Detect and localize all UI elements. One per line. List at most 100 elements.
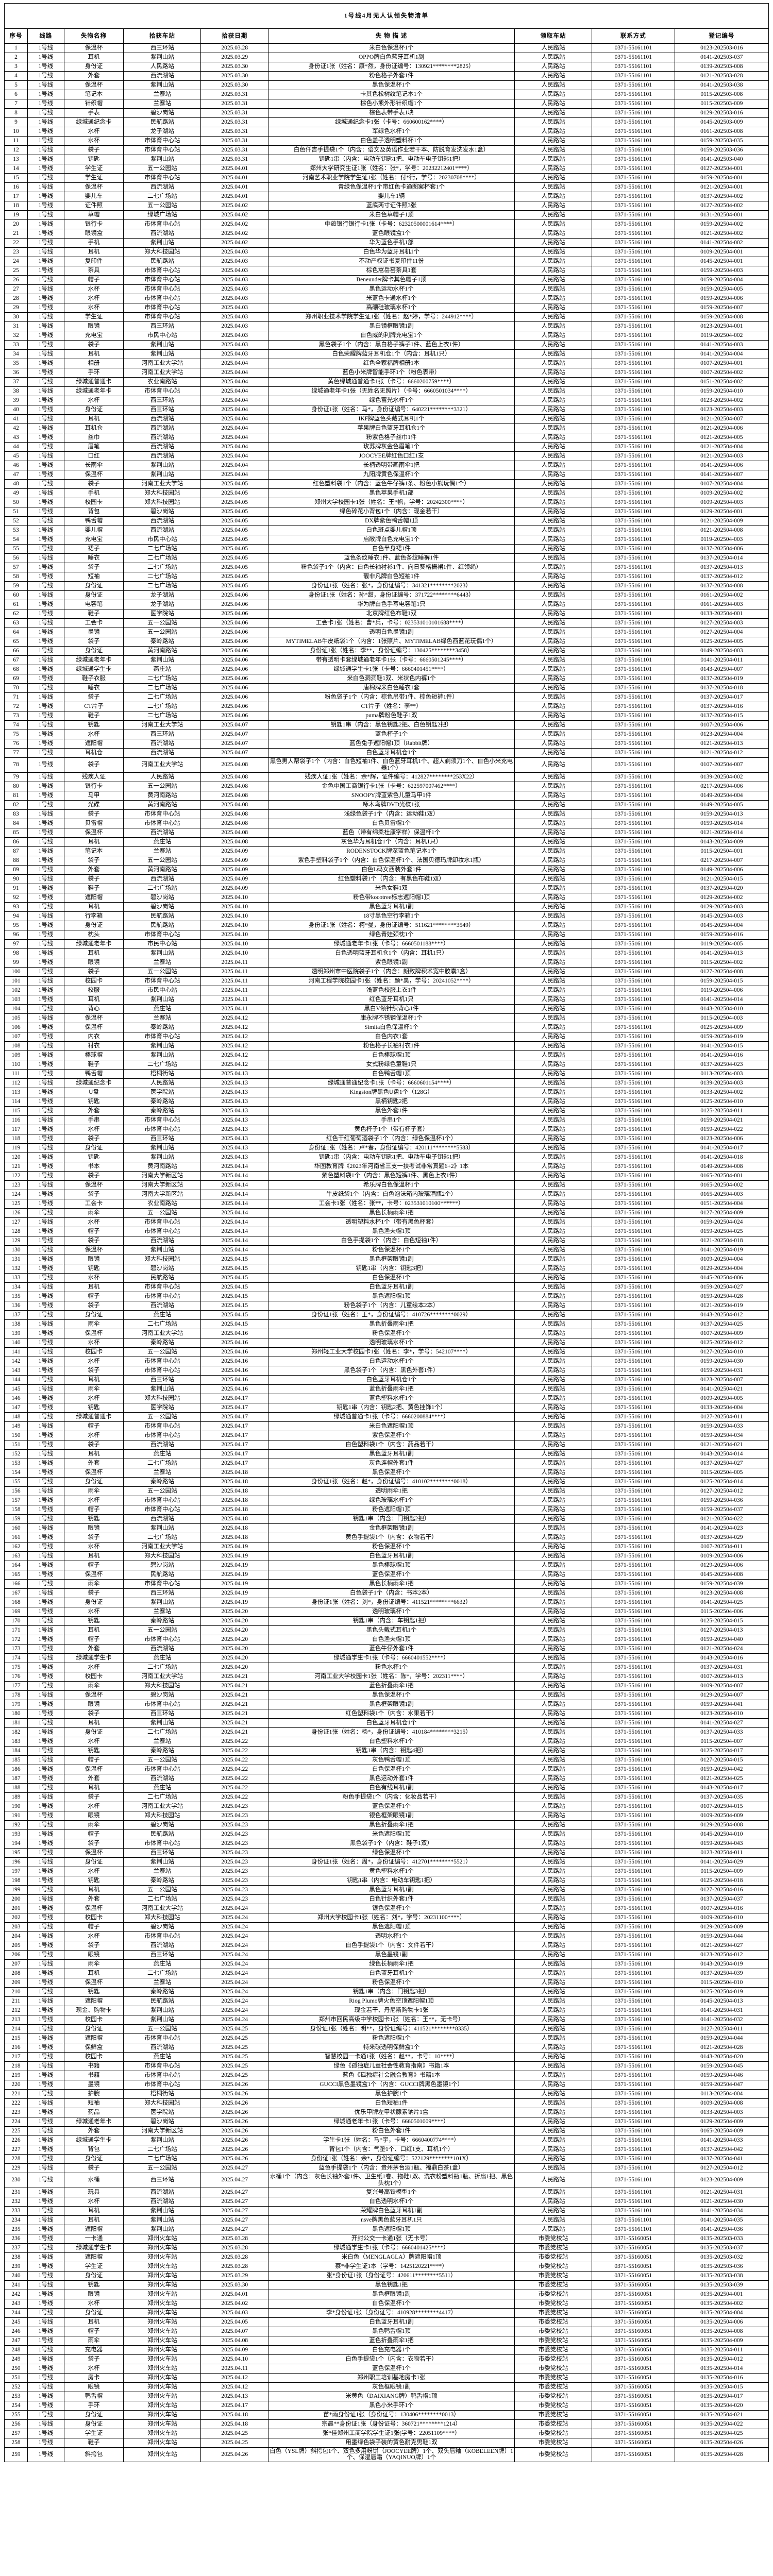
cell-reg: 0123-202504-008 [674,1588,769,1598]
table-row: 243 1号线 水杯 郑州火车站 2025.04.02 白色保温杯1个 市委党校站 0371-… [4,2298,769,2309]
cell-desc: 钥匙1串（内含：电动车钥匙1把） [268,1875,515,1886]
cell-reg: 0127-202504-011 [674,2024,769,2034]
cell-phone: 0371-55161101 [591,1273,675,1283]
cell-station: 西流湖站 [123,1514,201,1524]
cell-idx: 64 [4,628,28,637]
cell-desc: 黑色折叠雨伞1把 [268,1820,515,1830]
cell-name: 耳机仓 [63,423,124,433]
cell-line: 1号线 [27,985,64,995]
cell-reg: 0137-202504-013 [674,563,769,572]
cell-phone: 0371-55161101 [591,553,675,563]
cell-desc: 华为牌白色手写电容笔1只 [268,600,515,609]
cell-name: 水杯 [63,730,124,739]
cell-line: 1号线 [27,1495,64,1505]
cell-name: 保温杯 [63,1903,124,1913]
cell-line: 1号线 [27,1940,64,1951]
cell-phone: 0371-55160051 [591,2372,675,2383]
table-row: 34 1号线 耳机 紫荆山站 2025.04.03 白色荣耀牌蓝牙耳机仓1个（内含：耳机1… [4,349,769,359]
cell-claim: 人民路站 [514,1866,592,1876]
cell-desc: 身份证1张（姓名：刘*，身份证编号：411521********6632） [268,1597,515,1607]
cell-desc: 白色蓝牙耳机1副 [268,1551,515,1561]
cell-idx: 131 [4,1254,28,1264]
cell-line: 1号线 [27,1375,64,1385]
cell-desc: 华为蓝色手机1部 [268,238,515,248]
cell-date: 2025.04.27 [200,2163,269,2173]
cell-line: 1号线 [27,1959,64,1969]
cell-phone: 0371-55161101 [591,99,675,109]
cell-date: 2025.04.17 [200,2400,269,2411]
cell-idx: 192 [4,1820,28,1830]
cell-station: 西流湖站 [123,516,201,526]
cell-idx: 104 [4,1004,28,1014]
cell-station: 五一公园站 [123,1625,201,1635]
cell-reg: 0159-202504-013 [674,809,769,819]
cell-reg: 0135-202504-028 [674,2447,769,2463]
cell-claim: 人民路站 [514,1458,592,1468]
cell-station: 碧沙岗站 [123,1263,201,1274]
cell-reg: 0121-202504-014 [674,827,769,838]
table-row: 84 1号线 贝雷帽 市体育中心站 2025.04.08 白色贝雷帽1个 人民路站 0371-… [4,818,769,828]
cell-desc: 河南艺术职业学院学生证1张（姓名：付*衎，学号：20230708****） [268,173,515,183]
cell-desc: 绿色青娃颈枕1个 [268,929,515,940]
lost-items-table: 1号线4月无人认领失物清单 序号 线路 失物名称 拾获车站 拾获日期失 物 描 述领取车… [4,3,769,2463]
cell-name: 耳机 [63,837,124,847]
cell-name: 眼镜盒 [63,229,124,239]
cell-station: 紫荆山站 [123,1143,201,1153]
cell-idx: 145 [4,1384,28,1394]
cell-date: 2025.04.12 [200,1041,269,1051]
table-row: 58 1号线 短袖 二七广场站 2025.04.05 靓非凡牌白色短袖1件 人民路站 0371… [4,572,769,582]
table-row: 31 1号线 眼镜 西三环站 2025.04.03 黑白镜框眼镜1副 人民路站 0371-55… [4,321,769,331]
cell-reg: 0135-202504-006 [674,2317,769,2327]
cell-desc: 开封公交一卡通1张（无卡号） [268,2233,515,2244]
cell-station: 二七广场站 [123,581,201,591]
cell-date: 2025.04.06 [200,665,269,674]
cell-idx: 249 [4,2354,28,2364]
cell-station: 秦岭路站 [123,1096,201,1107]
cell-phone: 0371-55161101 [591,470,675,480]
cell-date: 2025.04.02 [200,238,269,248]
cell-claim: 人民路站 [514,2070,592,2080]
cell-desc: 白色蓝牙耳机1个 [268,1968,515,1978]
cell-desc: 浅蓝色校服上衣1件 [268,985,515,995]
cell-phone: 0371-55161101 [591,423,675,433]
cell-idx: 219 [4,2070,28,2080]
cell-reg: 0129-202504-002 [674,892,769,903]
cell-reg: 0145-202504-001 [674,257,769,266]
table-row: 37 1号线 绿城通普通卡 农业南路站 2025.04.04 黄色绿城通普通卡1张（卡号：… [4,377,769,387]
cell-idx: 231 [4,2187,28,2197]
cell-date: 2025.04.23 [200,1875,269,1886]
cell-reg: 0159-202503-035 [674,136,769,146]
cell-line: 1号线 [27,544,64,554]
cell-name: 绿城通普通卡 [63,377,124,387]
table-row: 249 1号线 袋子 郑州火车站 2025.04.10 白色手提袋1个（内含：衣物若干）市… [4,2354,769,2364]
table-row: 167 1号线 袋子 西三环站 2025.04.19 白色袋子1个（内含：书本2本） 人民路… [4,1588,769,1598]
cell-desc: 白色鸭舌帽1顶 [268,1069,515,1079]
cell-date: 2025.04.13 [200,1143,269,1153]
cell-date: 2025.04.17 [200,1412,269,1422]
cell-idx: 67 [4,655,28,665]
cell-name: 帽子 [63,1504,124,1515]
cell-line: 1号线 [27,414,64,424]
cell-phone: 0371-55160051 [591,2335,675,2346]
table-row: 159 1号线 钥匙 西流湖站 2025.04.18 钥匙1串（内含：门钥匙2把） 人民路站… [4,1514,769,1524]
cell-reg: 0127-202504-015 [674,1755,769,1765]
cell-reg: 0123-202504-007 [674,1375,769,1385]
cell-phone: 0371-55161101 [591,1337,675,1348]
cell-station: 紫荆山站 [123,1245,201,1255]
cell-desc: 婴儿车1辆 [268,192,515,201]
cell-claim: 人民路站 [514,837,592,847]
cell-station: 郑州火车站 [123,2419,201,2429]
table-row: 26 1号线 帽子 市体育中心站 2025.04.03 Beneunder牌卡其色帽子1顶… [4,275,769,285]
cell-station: 燕庄站 [123,1310,201,1320]
cell-idx: 26 [4,275,28,285]
cell-reg: 0141-202504-034 [674,2206,769,2216]
cell-name: 耳机 [63,1375,124,1385]
cell-phone: 0371-55161101 [591,1031,675,1042]
cell-station: 二七广场站 [123,702,201,711]
cell-phone: 0371-55161101 [591,1152,675,1162]
table-row: 61 1号线 电容笔 龙子湖站 2025.04.06 华为牌白色手写电容笔1只 人民路站 03… [4,600,769,609]
cell-claim: 人民路站 [514,461,592,470]
cell-phone: 0371-55161101 [591,155,675,164]
cell-idx: 247 [4,2335,28,2346]
cell-name: 长雨伞 [63,461,124,470]
